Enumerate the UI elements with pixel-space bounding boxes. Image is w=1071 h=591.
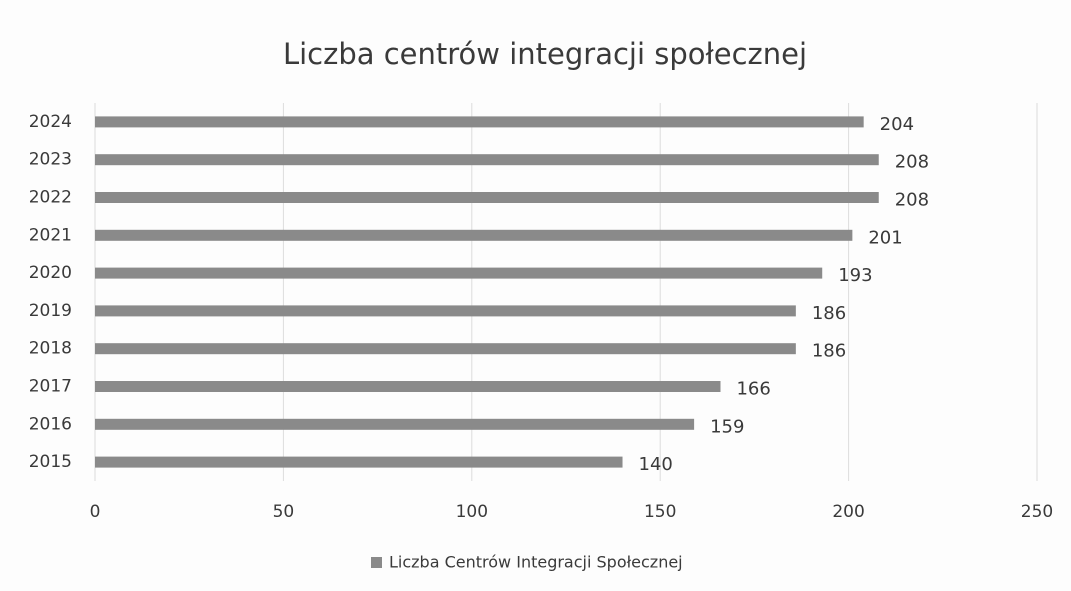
bar [95, 418, 695, 430]
y-tick-label: 2018 [29, 339, 72, 359]
data-label: 140 [639, 454, 673, 475]
bar [95, 229, 853, 241]
legend-label: Liczba Centrów Integracji Społecznej [389, 553, 683, 572]
y-tick-label: 2016 [29, 414, 72, 434]
x-tick-label: 250 [1021, 502, 1053, 522]
x-tick-label: 50 [273, 502, 295, 522]
data-label: 208 [895, 152, 929, 173]
bar [95, 456, 623, 468]
data-label: 204 [880, 114, 914, 135]
y-tick-label: 2017 [29, 377, 72, 397]
bar [95, 116, 864, 128]
data-label: 166 [736, 379, 770, 400]
data-label: 159 [710, 416, 744, 437]
bar [95, 381, 721, 392]
x-tick-label: 0 [90, 502, 101, 522]
x-tick-label: 200 [832, 502, 864, 522]
y-tick-label: 2023 [29, 150, 72, 170]
bar [95, 267, 823, 279]
bar [95, 154, 879, 166]
data-label: 186 [812, 303, 846, 324]
y-tick-label: 2024 [29, 112, 72, 132]
chart-title: Liczba centrów integracji społecznej [283, 37, 807, 71]
data-label: 193 [838, 265, 872, 286]
bar [95, 192, 879, 203]
y-tick-label: 2015 [29, 452, 72, 472]
y-tick-label: 2019 [29, 301, 72, 321]
y-tick-label: 2022 [29, 188, 72, 208]
data-label: 186 [812, 341, 846, 362]
bar [95, 305, 796, 317]
y-tick-label: 2020 [29, 263, 72, 283]
x-tick-label: 100 [456, 502, 488, 522]
bar [95, 343, 796, 355]
y-tick-label: 2021 [29, 225, 72, 245]
data-label: 201 [868, 227, 902, 248]
legend-swatch [371, 557, 382, 568]
x-tick-label: 150 [644, 502, 676, 522]
data-label: 208 [895, 190, 929, 211]
